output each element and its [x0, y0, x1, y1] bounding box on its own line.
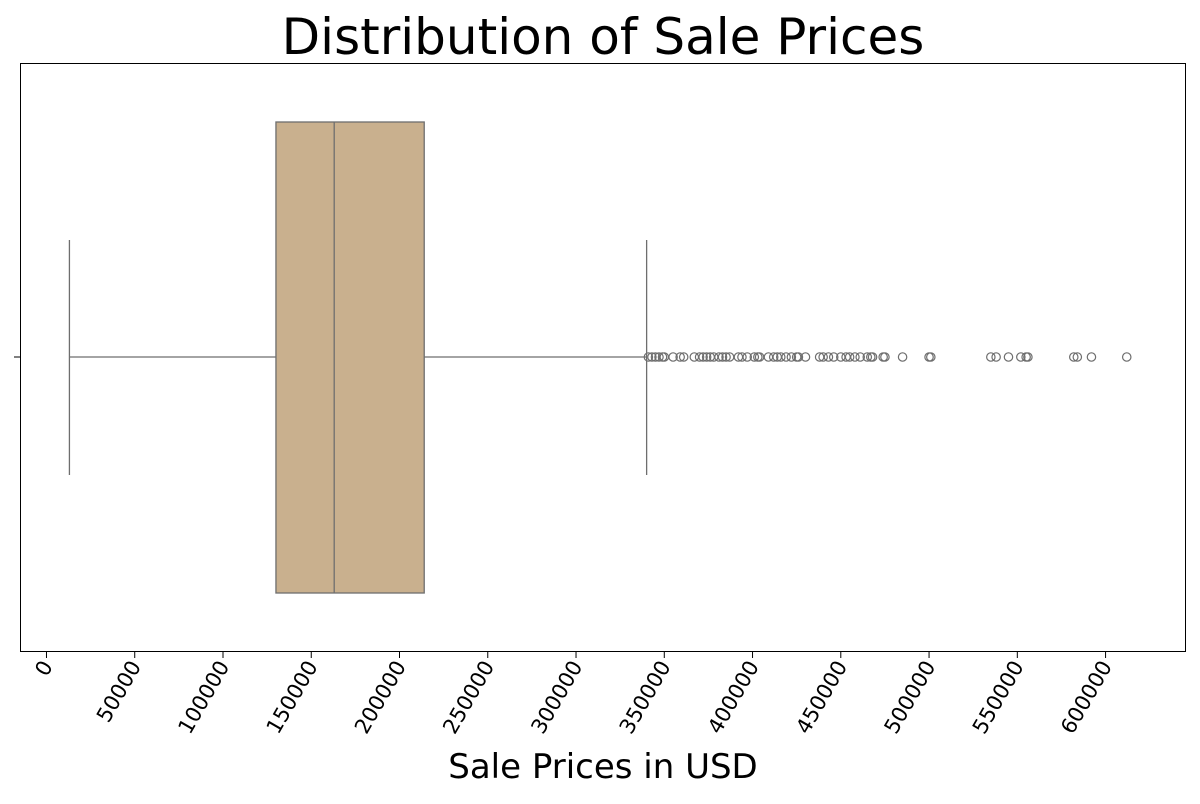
outlier-point: [643, 352, 654, 362]
outlier-point: [823, 352, 834, 362]
x-tick-label: 400000: [703, 657, 764, 738]
outlier-point: [880, 352, 890, 362]
x-tick-label: 300000: [526, 657, 587, 738]
x-axis-label: Sale Prices in USD: [448, 747, 758, 787]
outlier-point: [926, 352, 936, 362]
outlier-point: [1121, 352, 1132, 362]
outlier-point: [897, 352, 908, 362]
outlier-point: [714, 352, 724, 362]
outlier-point: [862, 352, 873, 362]
outlier-point: [1003, 352, 1014, 362]
outlier-point: [694, 352, 705, 362]
x-tick-label: 600000: [1056, 657, 1117, 738]
outlier-point: [828, 352, 839, 362]
x-tick-label: 100000: [173, 657, 234, 738]
x-axis-ticks: 0 50000 100000 150000 200000 250000 300000 3500…: [30, 652, 1117, 738]
outlier-point: [991, 352, 1001, 362]
x-tick-label: 0: [30, 657, 57, 681]
x-tick-label: 150000: [262, 657, 323, 738]
outlier-point: [749, 352, 760, 362]
box: [275, 121, 425, 594]
outlier-point: [742, 352, 753, 362]
outlier-point: [818, 352, 828, 362]
outlier-point: [855, 352, 866, 362]
iqr-box: [275, 121, 425, 594]
outlier-point: [775, 352, 786, 362]
outlier-point: [1023, 352, 1033, 362]
outlier-point: [675, 352, 685, 362]
outlier-point: [701, 352, 712, 362]
x-tick-label: 200000: [350, 657, 411, 738]
x-tick-label: 350000: [615, 657, 676, 738]
outlier-point: [793, 352, 804, 362]
outlier-point: [654, 352, 664, 362]
outlier-point: [844, 352, 855, 362]
x-tick-label: 250000: [438, 657, 499, 738]
chart-title: Distribution of Sale Prices: [282, 8, 925, 66]
outlier-point: [678, 352, 689, 362]
outlier-point: [737, 352, 747, 362]
x-tick-label: 550000: [968, 657, 1029, 738]
outlier-point: [668, 352, 678, 362]
plot-area-frame: [20, 63, 1186, 652]
outlier-point: [850, 352, 860, 362]
outlier-point: [986, 352, 996, 362]
x-tick-label: 450000: [791, 657, 852, 738]
x-tick-label: 500000: [880, 657, 941, 738]
whiskers: [68, 240, 648, 475]
outlier-point: [867, 352, 878, 362]
outlier-points: [643, 352, 1132, 362]
outlier-point: [1072, 352, 1083, 362]
outlier-point: [1068, 352, 1079, 362]
x-tick-label: 50000: [92, 657, 146, 727]
outlier-point: [647, 352, 657, 362]
outlier-point: [721, 352, 731, 362]
outlier-point: [698, 352, 708, 362]
outlier-point: [1086, 352, 1097, 362]
outlier-point: [800, 352, 811, 362]
outlier-point: [768, 352, 779, 362]
outlier-point: [781, 352, 791, 362]
outlier-point: [717, 352, 728, 362]
outlier-point: [1016, 352, 1026, 362]
outlier-point: [786, 352, 797, 362]
